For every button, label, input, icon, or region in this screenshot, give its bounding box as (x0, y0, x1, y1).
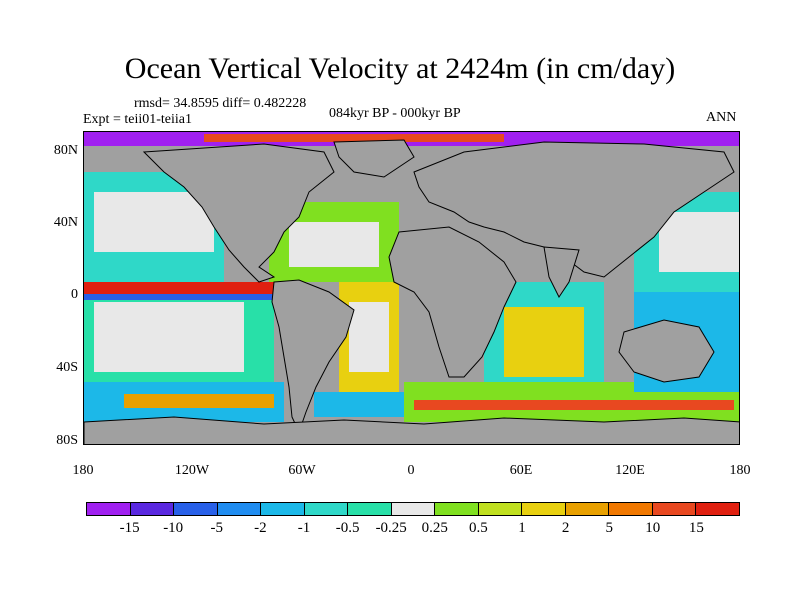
experiment-label: Expt = teii01-teiia1 (83, 112, 192, 127)
colorbar-swatch (609, 503, 653, 515)
colorbar-tick-label: 2 (561, 520, 570, 536)
colorbar-tick-label: -0.5 (335, 520, 360, 536)
colorbar-tick-label: -0.25 (375, 520, 407, 536)
lon-label-0: 0 (407, 463, 415, 478)
lat-label-equator: 0 (71, 287, 78, 302)
lon-label-120w: 120W (174, 463, 210, 478)
colorbar-swatch (174, 503, 218, 515)
colorbar-tick-label: 15 (688, 520, 704, 536)
ocean-velocity-map (83, 131, 740, 445)
colorbar-swatch (391, 503, 436, 515)
colorbar-swatch (696, 503, 739, 515)
lon-label-180w: 180 (72, 463, 94, 478)
colorbar-tick-label: -5 (210, 520, 224, 536)
period-label: 084kyr BP - 000kyr BP (329, 106, 461, 121)
colorbar-tick-label: -10 (163, 520, 184, 536)
colorbar-swatch (217, 503, 262, 515)
colorbar-swatch (435, 503, 479, 515)
lon-label-120e: 120E (615, 463, 645, 478)
colorbar-tick-label: 10 (645, 520, 661, 536)
colorbar-swatch (522, 503, 566, 515)
colorbar-swatch (87, 503, 131, 515)
stats-label: rmsd= 34.8595 diff= 0.482228 (134, 96, 307, 111)
colorbar-swatch (304, 503, 349, 515)
colorbar-tick-label: -15 (119, 520, 140, 536)
colorbar (86, 502, 740, 516)
lon-label-60e: 60E (509, 463, 533, 478)
colorbar-swatch (565, 503, 610, 515)
lon-label-60w: 60W (288, 463, 316, 478)
season-label: ANN (706, 110, 737, 125)
map-title: Ocean Vertical Velocity at 2424m (in cm/… (124, 52, 676, 85)
colorbar-tick-label: 0.25 (421, 520, 448, 536)
lat-label-80s: 80S (56, 433, 78, 448)
colorbar-swatch (261, 503, 305, 515)
lat-label-40n: 40N (53, 215, 78, 230)
colorbar-tick-label: -2 (254, 520, 267, 536)
lat-label-40s: 40S (56, 360, 78, 375)
colorbar-swatch (652, 503, 697, 515)
map-canvas (84, 132, 739, 444)
colorbar-tick-label: 1 (518, 520, 526, 536)
colorbar-tick-label: 5 (605, 520, 613, 536)
colorbar-swatch (478, 503, 523, 515)
lon-label-180e: 180 (729, 463, 751, 478)
lat-label-80n: 80N (53, 143, 78, 158)
colorbar-swatch (130, 503, 175, 515)
land-masses (84, 139, 739, 444)
colorbar-swatch (348, 503, 392, 515)
colorbar-tick-label: -1 (297, 520, 311, 536)
colorbar-tick-label: 0.5 (469, 520, 488, 536)
